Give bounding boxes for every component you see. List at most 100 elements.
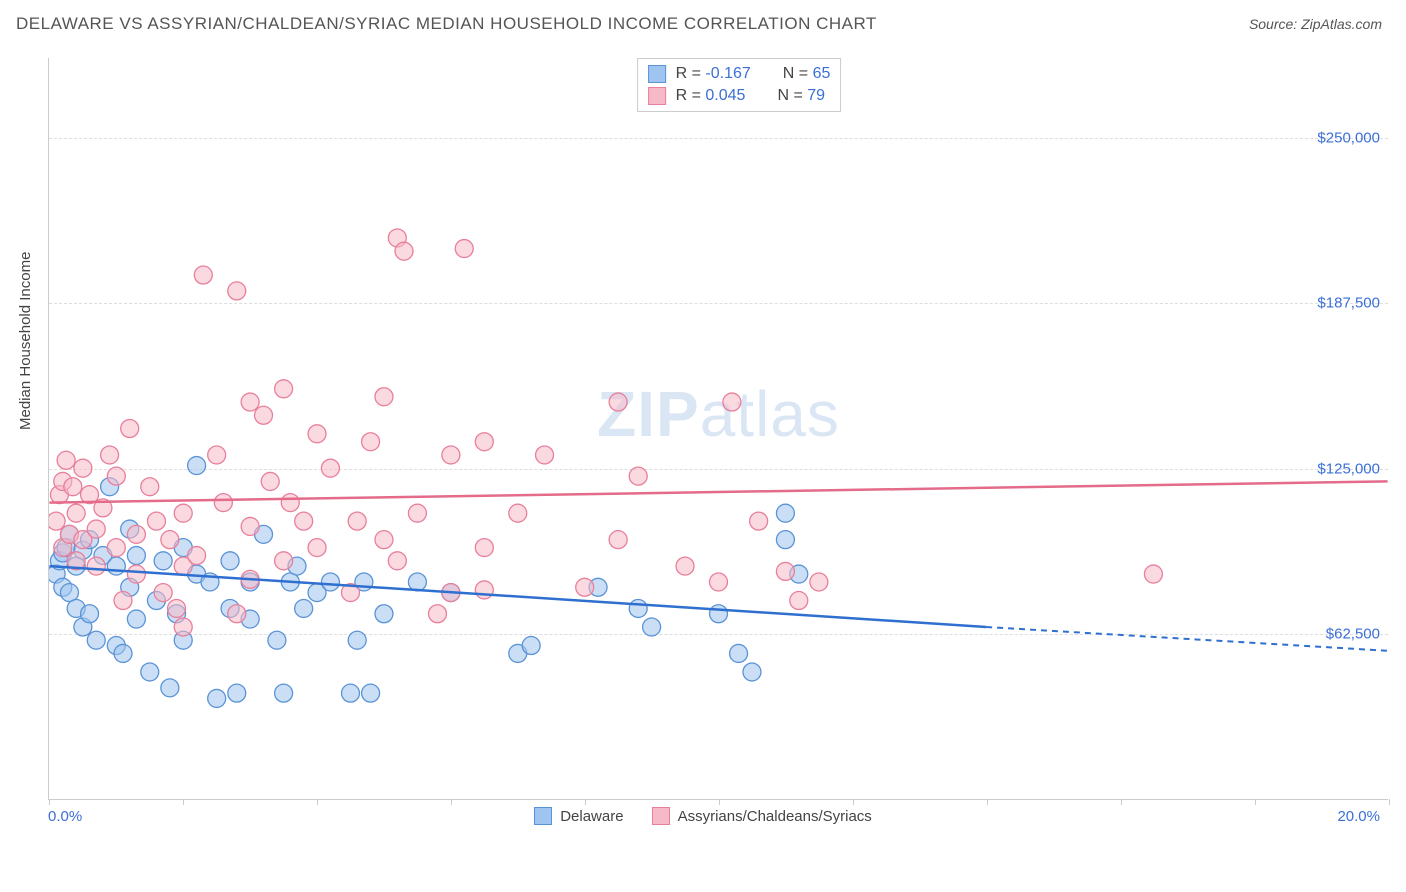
data-point [241, 517, 259, 535]
data-point [107, 557, 125, 575]
data-point [295, 599, 313, 617]
legend-swatch [648, 65, 666, 83]
legend-swatch [652, 807, 670, 825]
x-tick [585, 799, 586, 805]
data-point [509, 504, 527, 522]
data-point [730, 644, 748, 662]
chart-header: DELAWARE VS ASSYRIAN/CHALDEAN/SYRIAC MED… [0, 0, 1406, 42]
x-tick [987, 799, 988, 805]
data-point [74, 459, 92, 477]
data-point [308, 539, 326, 557]
data-point [268, 631, 286, 649]
legend-swatch [648, 87, 666, 105]
data-point [127, 547, 145, 565]
data-point [475, 581, 493, 599]
data-point [536, 446, 554, 464]
data-point [723, 393, 741, 411]
data-point [629, 599, 647, 617]
data-point [275, 380, 293, 398]
data-point [174, 618, 192, 636]
data-point [241, 393, 259, 411]
trend-line [49, 566, 986, 627]
data-point [348, 631, 366, 649]
data-point [275, 552, 293, 570]
data-point [49, 512, 65, 530]
x-tick [1121, 799, 1122, 805]
data-point [395, 242, 413, 260]
r-label: R = 0.045 [676, 87, 746, 105]
data-point [308, 425, 326, 443]
data-point [348, 512, 366, 530]
data-point [388, 552, 406, 570]
data-point [147, 512, 165, 530]
data-point [710, 605, 728, 623]
data-point [154, 584, 172, 602]
data-point [408, 504, 426, 522]
data-point [228, 282, 246, 300]
x-tick [49, 799, 50, 805]
data-point [261, 472, 279, 490]
data-point [750, 512, 768, 530]
data-point [87, 631, 105, 649]
data-point [522, 637, 540, 655]
data-point [214, 494, 232, 512]
data-point [174, 504, 192, 522]
data-point [281, 494, 299, 512]
data-point [321, 459, 339, 477]
data-point [127, 525, 145, 543]
data-point [428, 605, 446, 623]
data-point [455, 240, 473, 258]
data-point [342, 684, 360, 702]
data-point [676, 557, 694, 575]
data-point [188, 457, 206, 475]
data-point [609, 393, 627, 411]
data-point [188, 547, 206, 565]
data-point [57, 451, 75, 469]
data-point [362, 684, 380, 702]
data-point [790, 592, 808, 610]
data-point [710, 573, 728, 591]
data-point [161, 679, 179, 697]
data-point [776, 562, 794, 580]
x-tick [183, 799, 184, 805]
data-point [475, 539, 493, 557]
data-point [121, 420, 139, 438]
data-point [576, 578, 594, 596]
n-label: N = 79 [777, 87, 825, 105]
data-point [375, 605, 393, 623]
data-point [375, 388, 393, 406]
data-point [442, 446, 460, 464]
data-point [127, 610, 145, 628]
data-point [643, 618, 661, 636]
data-point [228, 684, 246, 702]
data-point [255, 406, 273, 424]
chart-source: Source: ZipAtlas.com [1249, 16, 1382, 32]
legend-correlation-row: R = -0.167 N = 65 [648, 63, 831, 85]
x-tick [853, 799, 854, 805]
data-point [743, 663, 761, 681]
data-point [810, 573, 828, 591]
data-point [141, 663, 159, 681]
data-point [154, 552, 172, 570]
data-point [208, 446, 226, 464]
data-point [114, 592, 132, 610]
data-point [208, 689, 226, 707]
y-axis-label: Median Household Income [17, 252, 34, 430]
x-tick [451, 799, 452, 805]
legend-correlation-row: R = 0.045 N = 79 [648, 85, 831, 107]
data-point [107, 467, 125, 485]
chart-title: DELAWARE VS ASSYRIAN/CHALDEAN/SYRIAC MED… [16, 14, 877, 34]
data-point [295, 512, 313, 530]
data-point [275, 684, 293, 702]
data-point [114, 644, 132, 662]
data-point [101, 446, 119, 464]
legend-label: Delaware [560, 808, 623, 825]
data-point [81, 605, 99, 623]
data-point [87, 520, 105, 538]
data-point [127, 565, 145, 583]
data-point [64, 478, 82, 496]
data-point [168, 599, 186, 617]
trend-line-extrapolated [986, 627, 1387, 651]
data-point [475, 433, 493, 451]
data-point [194, 266, 212, 284]
